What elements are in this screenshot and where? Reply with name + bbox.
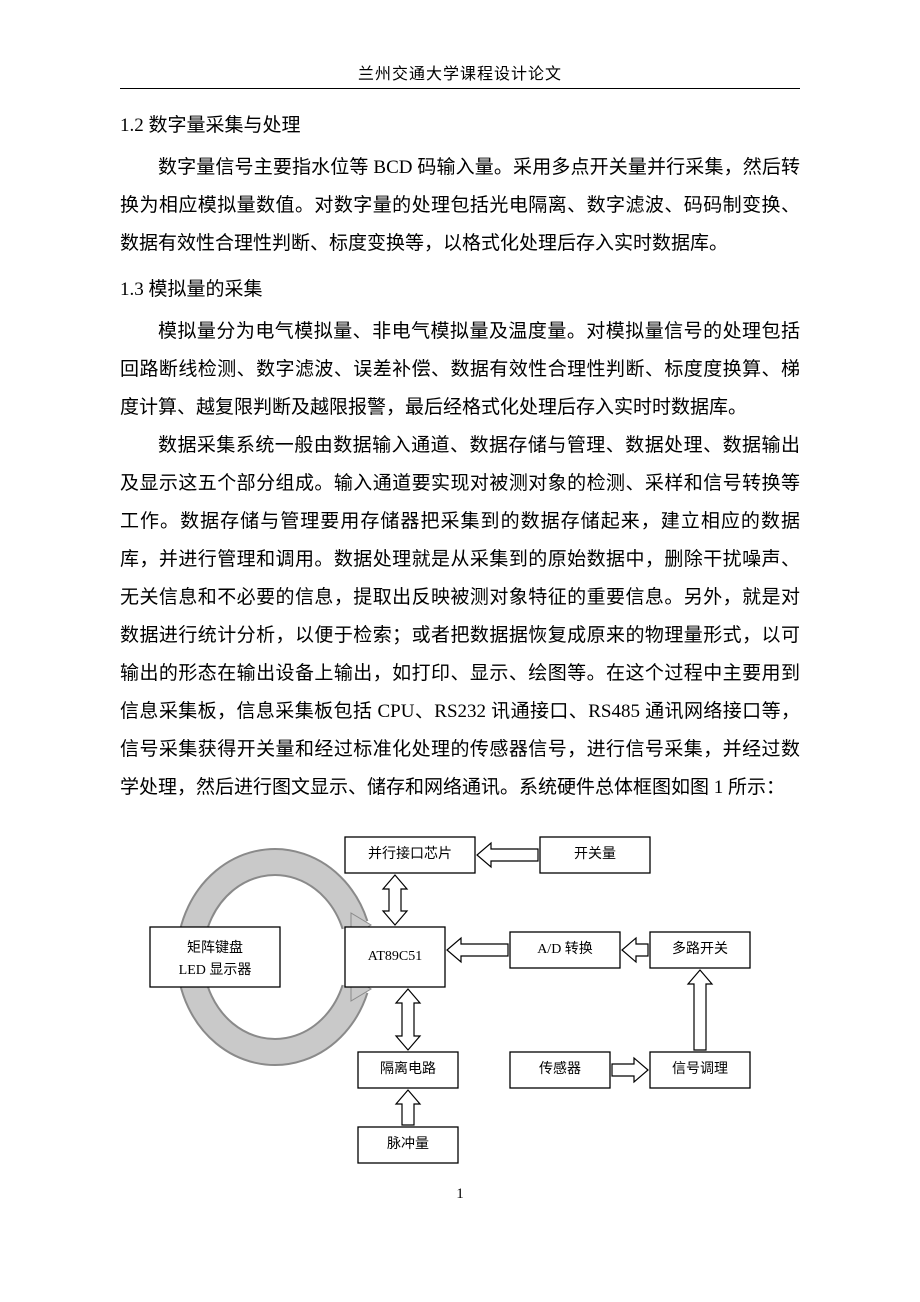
svg-text:脉冲量: 脉冲量 [387,1137,429,1153]
svg-text:LED 显示器: LED 显示器 [179,964,252,979]
section-1-3-heading: 1.3 模拟量的采集 [120,273,800,307]
svg-text:矩阵键盘: 矩阵键盘 [187,940,243,957]
svg-text:信号调理: 信号调理 [672,1062,728,1078]
section-1-2-heading: 1.2 数字量采集与处理 [120,109,800,143]
svg-text:多路开关: 多路开关 [672,941,728,958]
svg-text:开关量: 开关量 [574,847,616,863]
svg-text:传感器: 传感器 [539,1061,581,1078]
section-1-3-paragraph-1: 模拟量分为电气模拟量、非电气模拟量及温度量。对模拟量信号的处理包括回路断线检测、… [120,313,800,427]
page-header-title: 兰州交通大学课程设计论文 [120,60,800,84]
svg-text:隔离电路: 隔离电路 [380,1061,436,1078]
svg-text:AT89C51: AT89C51 [368,950,422,965]
section-1-2-paragraph: 数字量信号主要指水位等 BCD 码输入量。采用多点开关量并行采集，然后转换为相应… [120,149,800,263]
block-diagram: 并行接口芯片 开关量矩阵键盘 LED 显示器 AT89C51 A/D 转换 多路开关隔离电… [120,827,800,1182]
page-container: 兰州交通大学课程设计论文 1.2 数字量采集与处理 数字量信号主要指水位等 BC… [0,0,920,1243]
header-underline [120,88,800,89]
page-number: 1 [120,1186,800,1203]
svg-text:A/D 转换: A/D 转换 [537,941,593,958]
section-1-3-paragraph-2: 数据采集系统一般由数据输入通道、数据存储与管理、数据处理、数据输出及显示这五个部… [120,427,800,807]
block-diagram-svg: 并行接口芯片 开关量矩阵键盘 LED 显示器 AT89C51 A/D 转换 多路开关隔离电… [120,827,780,1177]
svg-text:并行接口芯片: 并行接口芯片 [368,846,452,863]
